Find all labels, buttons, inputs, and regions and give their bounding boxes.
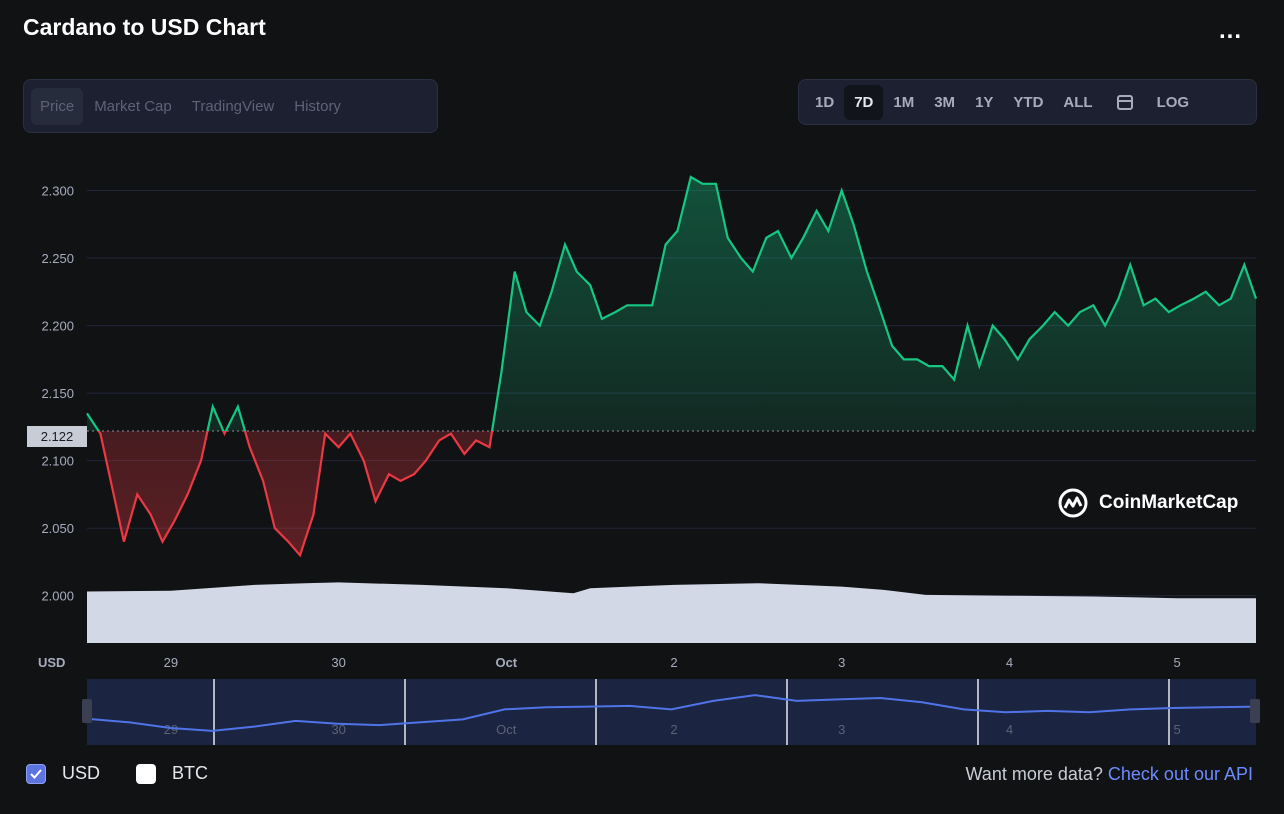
range-1y-button[interactable]: 1Y (975, 93, 994, 111)
range-1m-button[interactable]: 1M (893, 93, 915, 111)
navigator-ticks: 29 30 Oct 2 3 4 5 (164, 679, 1181, 745)
currency-toggle: USD BTC (26, 763, 208, 784)
usd-label: USD (62, 763, 101, 783)
more-data-prompt: Want more data? Check out our API (965, 764, 1253, 785)
navigator-tick-label: 4 (1006, 722, 1013, 737)
navigator-line (86, 694, 1257, 732)
price-line-down (97, 430, 494, 558)
log-scale-button[interactable]: LOG (1156, 93, 1190, 111)
range-3m-button[interactable]: 3M (934, 93, 956, 111)
tab-price[interactable]: Price (31, 87, 84, 125)
navigator-tick-label: 3 (838, 722, 845, 737)
range-ytd-button[interactable]: YTD (1013, 93, 1044, 111)
tab-tradingview[interactable]: TradingView (191, 97, 275, 115)
usd-checkbox[interactable] (26, 763, 46, 784)
coinmarketcap-watermark: CoinMarketCap (1057, 487, 1238, 519)
y-tick-label: 2.000 (41, 589, 74, 604)
navigator-left-handle[interactable] (82, 699, 92, 723)
y-tick-label: 2.100 (41, 454, 74, 469)
more-data-text: Want more data? (965, 764, 1103, 784)
navigator-right-handle[interactable] (1250, 699, 1260, 723)
x-tick-label: 3 (838, 655, 845, 670)
range-all-button[interactable]: ALL (1063, 93, 1093, 111)
x-axis: 29 30 Oct 2 3 4 5 (164, 655, 1181, 670)
y-axis: 2.000 2.050 2.100 2.150 2.200 2.250 2.300 (41, 184, 74, 604)
current-price-label: 2.122 (41, 429, 74, 444)
x-tick-label: 30 (331, 655, 345, 670)
x-tick-label: 29 (164, 655, 178, 670)
price-line-up (86, 175, 1258, 431)
range-1d-button[interactable]: 1D (815, 93, 835, 111)
y-tick-label: 2.250 (41, 251, 74, 266)
tab-market-cap[interactable]: Market Cap (94, 97, 172, 115)
api-link[interactable]: Check out our API (1107, 764, 1253, 784)
x-tick-label: 5 (1174, 655, 1181, 670)
y-tick-label: 2.200 (41, 319, 74, 334)
page-title: Cardano to USD Chart (23, 14, 266, 40)
y-tick-label: 2.050 (41, 521, 74, 536)
navigator-tick-label: Oct (496, 722, 517, 737)
coinmarketcap-logo-icon (1058, 488, 1088, 518)
volume-area (87, 582, 1256, 643)
navigator-tick-label: 29 (164, 722, 178, 737)
time-range-selector: 1D 7D 1M 3M 1Y YTD ALL LOG (798, 79, 1257, 125)
tab-history[interactable]: History (294, 97, 341, 115)
x-tick-label: 4 (1006, 655, 1013, 670)
navigator-tick-label: 5 (1174, 722, 1181, 737)
btc-label: BTC (172, 763, 209, 783)
current-price-tag (27, 426, 87, 447)
check-icon (30, 768, 42, 779)
price-area-up (87, 177, 1256, 431)
range-7d-button[interactable]: 7D (844, 84, 884, 120)
calendar-icon[interactable] (1116, 94, 1133, 110)
btc-checkbox[interactable] (136, 763, 157, 784)
price-area-down (98, 430, 493, 556)
navigator-tick-label: 30 (331, 722, 345, 737)
y-tick-label: 2.150 (41, 386, 74, 401)
navigator-tick-label: 2 (670, 722, 677, 737)
y-tick-label: 2.300 (41, 184, 74, 199)
chart-type-tabs: Price Market Cap TradingView History (23, 79, 438, 133)
x-tick-label: Oct (495, 655, 517, 670)
x-tick-label: 2 (670, 655, 677, 670)
currency-axis-label: USD (38, 655, 65, 670)
brand-name: CoinMarketCap (1099, 492, 1239, 513)
